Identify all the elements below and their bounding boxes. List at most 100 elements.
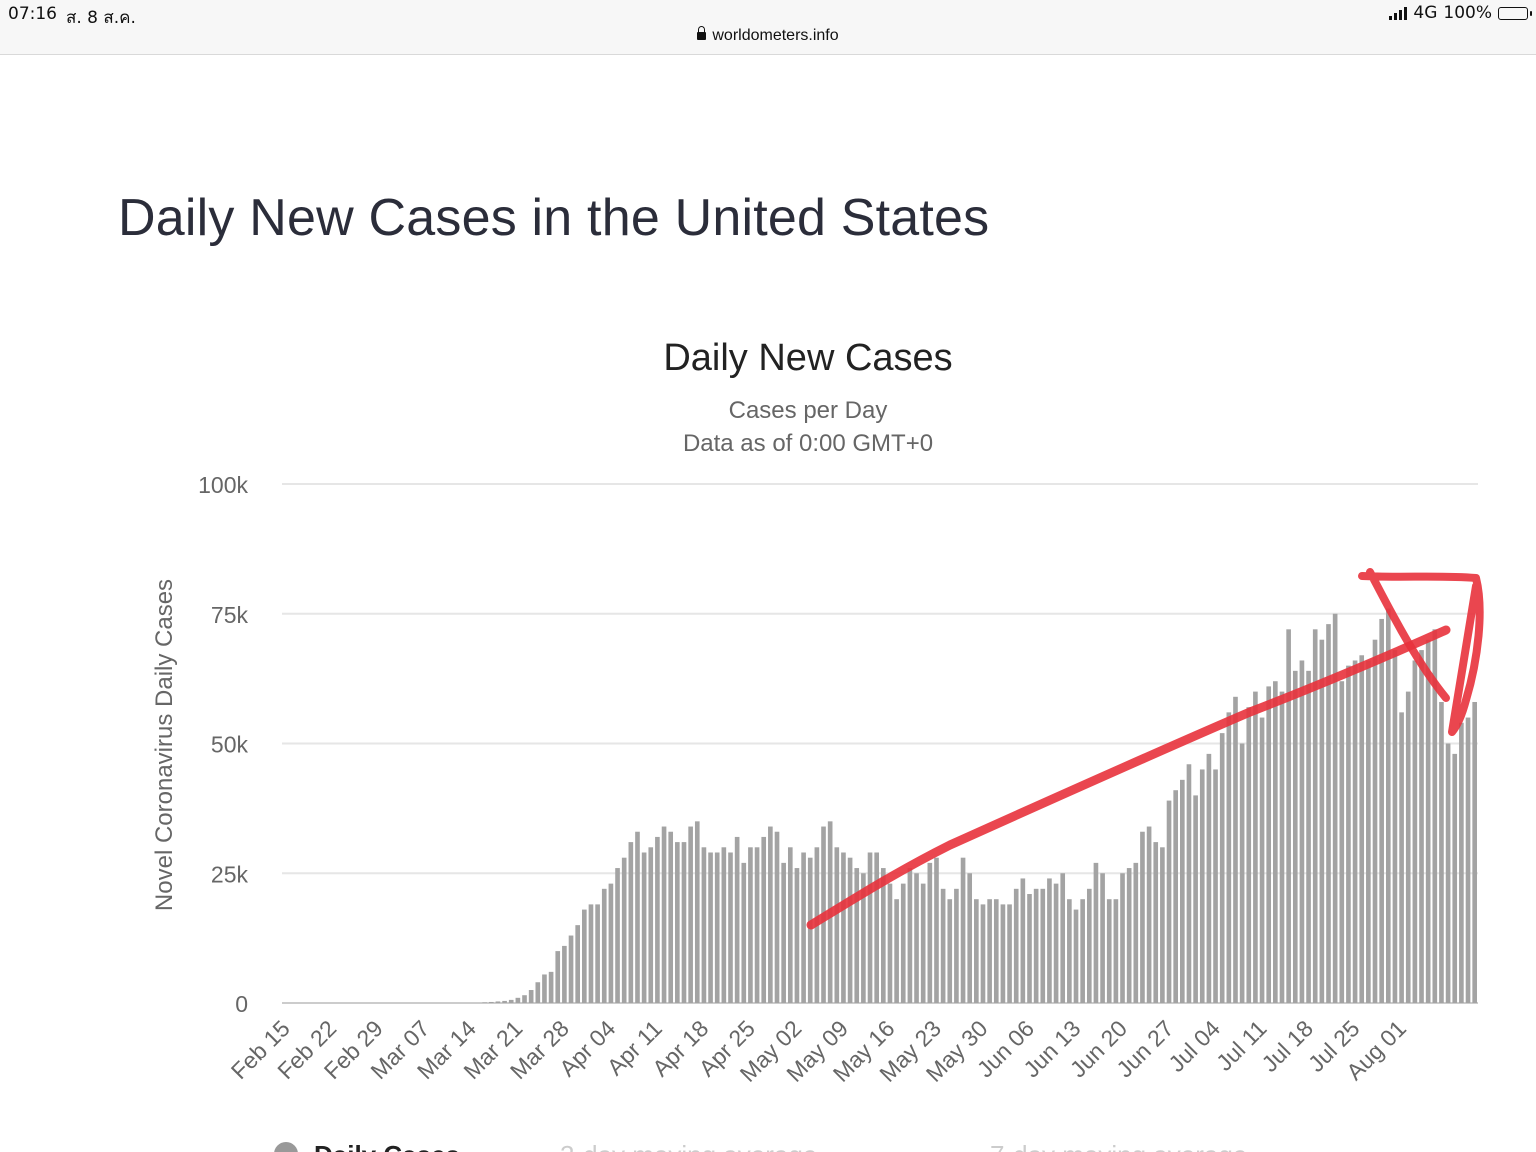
bar (867, 852, 873, 1003)
bar (1425, 639, 1431, 1003)
bar (1332, 613, 1338, 1003)
bar (615, 868, 620, 1003)
bar (1020, 878, 1026, 1003)
bar (1173, 790, 1178, 1003)
address-bar[interactable]: worldometers.info (0, 26, 1536, 45)
network-label: 4G (1413, 3, 1438, 23)
bar (562, 945, 567, 1003)
annotation-triangle (1358, 568, 1484, 736)
bar (807, 857, 813, 1003)
bar (1246, 707, 1252, 1003)
bar (1359, 655, 1365, 1003)
bar (1259, 717, 1265, 1003)
bar (1439, 701, 1444, 1003)
legend: Daily Cases 3-day moving average 7-day m… (270, 1136, 1370, 1152)
bar (1352, 660, 1358, 1003)
bar (488, 1001, 494, 1003)
bar (748, 847, 753, 1003)
bar (781, 862, 786, 1003)
bar (601, 888, 607, 1003)
bar (1399, 712, 1404, 1003)
bar (1253, 691, 1258, 1003)
bar (595, 904, 600, 1003)
bar (714, 852, 720, 1003)
legend-item-3day[interactable]: 3-day moving average (560, 1140, 817, 1152)
y-tick-label: 25k (211, 861, 249, 887)
chart-subtitle-line-2: Data as of 0:00 GMT+0 (683, 430, 933, 457)
bar (1193, 795, 1198, 1003)
bar (1113, 899, 1119, 1003)
bar (1226, 712, 1232, 1003)
bar (1186, 764, 1192, 1003)
bar (502, 1000, 507, 1003)
y-axis-ticks: 0 25k 50k 75k 100k (198, 472, 248, 1017)
bar (1452, 753, 1458, 1003)
bars (482, 608, 1477, 1003)
bar (1040, 888, 1046, 1003)
signal-icon (1389, 6, 1408, 20)
bar (1445, 743, 1451, 1003)
bar (920, 883, 926, 1003)
bar (508, 999, 514, 1003)
bar (914, 873, 919, 1003)
bar (641, 852, 647, 1003)
bar (568, 935, 574, 1003)
bar (1213, 769, 1218, 1003)
bar (1372, 639, 1378, 1003)
bar (1432, 629, 1438, 1003)
bar (1140, 831, 1145, 1003)
battery-icon (1498, 6, 1532, 20)
legend-item-7day[interactable]: 7-day moving average (990, 1140, 1247, 1152)
bar (1166, 800, 1172, 1003)
bar (535, 982, 541, 1003)
grid-lines (282, 483, 1478, 1004)
legend-daily-cases-marker (274, 1142, 298, 1152)
bar (1047, 878, 1052, 1003)
bar (588, 904, 594, 1003)
bar (668, 831, 674, 1003)
bar (987, 899, 992, 1003)
x-tick-label: Jul 04 (1163, 1015, 1225, 1077)
bar (927, 862, 933, 1003)
bar (1060, 873, 1066, 1003)
bar (575, 925, 580, 1003)
bar (1053, 883, 1059, 1003)
bar (1073, 909, 1079, 1003)
bar (1033, 888, 1039, 1003)
bar (774, 831, 780, 1003)
bar (787, 847, 793, 1003)
bar (854, 868, 860, 1003)
bar (661, 826, 667, 1003)
bar (1366, 660, 1371, 1003)
x-tick-label: Jul 11 (1211, 1015, 1272, 1076)
bar (608, 883, 614, 1003)
bar (881, 868, 886, 1003)
bar (621, 857, 627, 1003)
bar (721, 847, 727, 1003)
y-tick-label: 50k (211, 732, 249, 758)
bar (1419, 650, 1424, 1003)
bar (834, 847, 840, 1003)
bar (887, 883, 893, 1003)
bar (675, 842, 680, 1003)
bar (708, 852, 713, 1003)
bar (1206, 753, 1212, 1003)
bar (934, 857, 939, 1003)
bar (1126, 868, 1132, 1003)
bar (1306, 670, 1311, 1003)
bar (1326, 624, 1331, 1003)
bar (1000, 904, 1006, 1003)
bar (482, 1002, 487, 1003)
bar (1027, 894, 1032, 1003)
bar (681, 842, 687, 1003)
bar (1086, 888, 1092, 1003)
bar (542, 974, 547, 1003)
bar (900, 883, 906, 1003)
bar (794, 868, 800, 1003)
bar (548, 971, 554, 1003)
bar (701, 847, 707, 1003)
bar (741, 862, 747, 1003)
legend-item-daily-cases[interactable]: Daily Cases (314, 1140, 460, 1152)
bar (522, 995, 527, 1003)
